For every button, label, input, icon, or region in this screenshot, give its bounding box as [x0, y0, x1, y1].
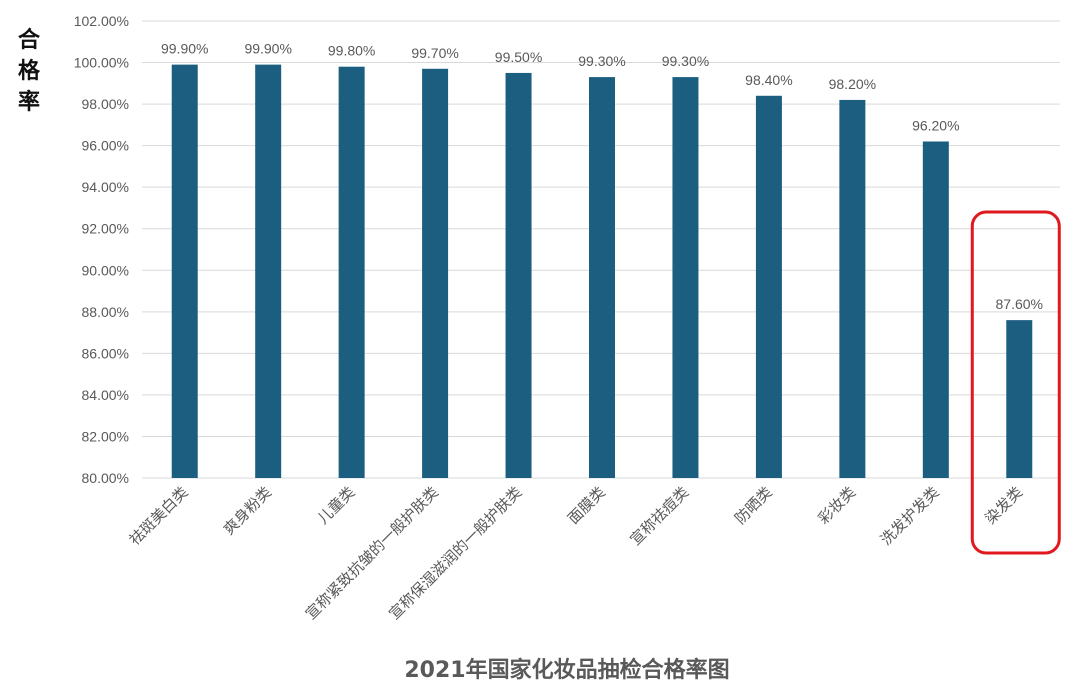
y-tick-label: 100.00% — [74, 55, 129, 71]
bar — [171, 64, 198, 478]
y-axis-label: 合格率 — [18, 27, 41, 115]
bar — [755, 95, 782, 479]
bars — [171, 64, 1033, 479]
data-labels: 99.90% 99.90% 99.80% 99.70% 99.50% 99.30% 99.3… — [161, 41, 1043, 313]
data-label: 99.70% — [411, 45, 458, 61]
x-category-label: 爽身粉类 — [220, 483, 275, 538]
y-tick-label: 94.00% — [82, 179, 129, 195]
bar — [338, 66, 365, 478]
highlight-group — [970, 210, 1061, 555]
bar — [839, 99, 866, 478]
bar — [589, 77, 615, 478]
y-tick-label: 92.00% — [82, 221, 129, 237]
y-axis-label-char: 格 — [18, 58, 41, 84]
y-tick-label: 82.00% — [82, 428, 129, 444]
data-label: 98.40% — [745, 72, 792, 88]
x-category-label: 宣称祛痘类 — [627, 483, 693, 549]
data-label: 99.30% — [662, 53, 709, 69]
y-axis-label-char: 合 — [18, 27, 41, 53]
bar — [505, 72, 532, 478]
x-category-label: 面膜类 — [564, 483, 609, 528]
bar — [422, 68, 449, 478]
y-tick-label: 86.00% — [82, 345, 129, 361]
bar — [255, 64, 282, 478]
x-category-label: 洗发护发类 — [877, 483, 943, 549]
highlight-box — [970, 210, 1061, 555]
bar — [922, 141, 949, 478]
y-tick-label: 84.00% — [82, 387, 129, 403]
x-category-label: 宣称保湿滋润的一般护肤类 — [385, 483, 525, 623]
y-tick-label: 90.00% — [82, 262, 129, 278]
data-label: 96.20% — [912, 117, 959, 133]
y-axis-label-char: 率 — [18, 89, 40, 115]
data-label: 99.90% — [161, 41, 208, 57]
y-tick-label: 102.00% — [74, 13, 129, 29]
data-label: 99.30% — [578, 53, 625, 69]
data-label: 99.50% — [495, 49, 542, 65]
x-category-label: 儿童类 — [314, 483, 359, 528]
y-tick-label: 96.00% — [82, 138, 129, 154]
data-label: 87.60% — [996, 296, 1043, 312]
x-category-labels: 祛斑美白类 爽身粉类 儿童类宣称紧致抗皱的一般护肤类宣称保湿滋润的一般护肤类 面膜类宣… — [126, 483, 1026, 623]
x-category-label: 防晒类 — [731, 483, 776, 528]
data-label: 98.20% — [829, 76, 876, 92]
chart-title: 2021年国家化妆品抽检合格率图 — [404, 657, 729, 683]
y-tick-label: 80.00% — [82, 470, 129, 486]
y-tick-label: 98.00% — [82, 96, 129, 112]
bar — [672, 77, 699, 478]
x-category-label: 宣称紧致抗皱的一般护肤类 — [302, 483, 442, 623]
y-tick-label: 88.00% — [82, 304, 129, 320]
bar — [1006, 320, 1033, 478]
y-tick-labels: 80.00% 82.00% 84.00% 86.00% 88.00% 90.00% 92.0… — [74, 13, 129, 486]
data-label: 99.80% — [328, 43, 375, 59]
x-category-label: 染发类 — [982, 483, 1027, 528]
x-category-label: 彩妆类 — [815, 483, 860, 528]
data-label: 99.90% — [244, 41, 291, 57]
x-category-label: 祛斑美白类 — [126, 483, 192, 549]
